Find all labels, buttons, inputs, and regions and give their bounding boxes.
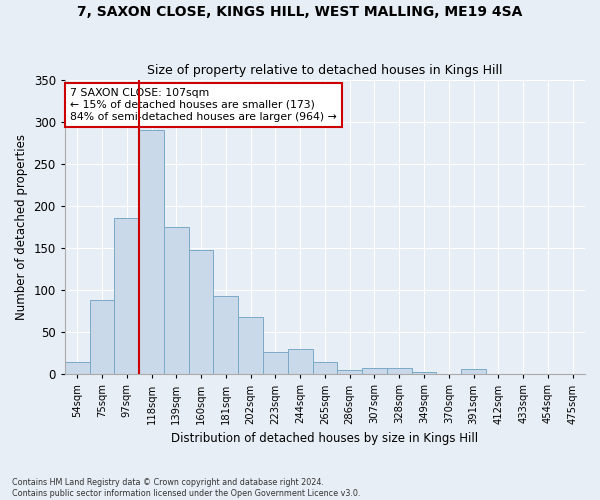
- Bar: [263, 352, 288, 374]
- Bar: [115, 218, 139, 374]
- Bar: [238, 317, 263, 374]
- Bar: [288, 349, 313, 374]
- Bar: [387, 368, 412, 374]
- Bar: [461, 369, 486, 374]
- Text: 7 SAXON CLOSE: 107sqm
← 15% of detached houses are smaller (173)
84% of semi-det: 7 SAXON CLOSE: 107sqm ← 15% of detached …: [70, 88, 337, 122]
- Y-axis label: Number of detached properties: Number of detached properties: [15, 134, 28, 320]
- Bar: [313, 362, 337, 374]
- Title: Size of property relative to detached houses in Kings Hill: Size of property relative to detached ho…: [147, 64, 503, 77]
- Bar: [65, 362, 89, 374]
- Bar: [139, 130, 164, 374]
- Bar: [412, 372, 436, 374]
- X-axis label: Distribution of detached houses by size in Kings Hill: Distribution of detached houses by size …: [172, 432, 478, 445]
- Text: 7, SAXON CLOSE, KINGS HILL, WEST MALLING, ME19 4SA: 7, SAXON CLOSE, KINGS HILL, WEST MALLING…: [77, 5, 523, 19]
- Bar: [362, 368, 387, 374]
- Text: Contains HM Land Registry data © Crown copyright and database right 2024.
Contai: Contains HM Land Registry data © Crown c…: [12, 478, 361, 498]
- Bar: [214, 296, 238, 374]
- Bar: [89, 300, 115, 374]
- Bar: [337, 370, 362, 374]
- Bar: [188, 250, 214, 374]
- Bar: [164, 227, 188, 374]
